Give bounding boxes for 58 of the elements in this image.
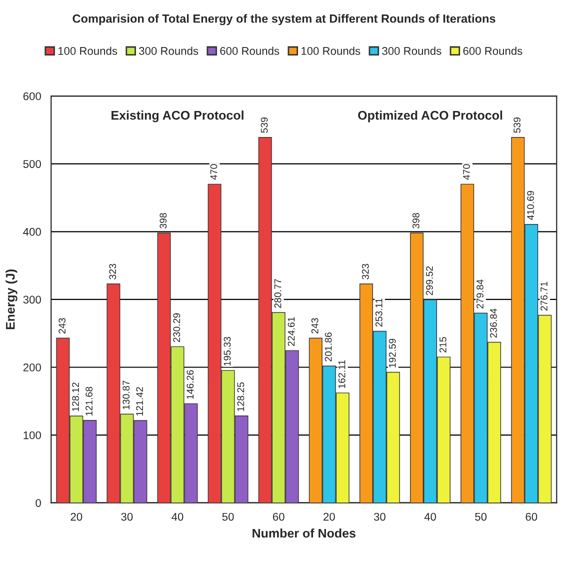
x-tick-label: 40 [424,512,436,521]
data-label: 121.68 [86,386,92,416]
y-tick-label: 300 [23,296,41,304]
x-tick-label: 30 [374,512,386,521]
legend-label: 100 Rounds [302,46,360,55]
data-label: 128.12 [72,382,80,412]
data-label: 323 [109,264,116,280]
data-label: 243 [58,318,66,334]
x-tick-label: 60 [526,512,538,521]
data-label: 539 [260,117,268,133]
y-tick-label: 200 [23,364,41,372]
legend-label: 600 Rounds [220,46,280,55]
data-label: 410.69 [527,190,534,220]
data-label: 195.33 [224,336,231,366]
y-tick-label: 400 [23,228,41,236]
x-tick-label: 30 [121,512,133,521]
data-label: 130.87 [122,380,130,410]
chart-title: Comparision of Total Energy of the system at Different Rounds of Iterations [72,14,496,26]
data-label: 279.84 [476,280,484,308]
y-tick-label: 0 [36,499,41,507]
data-label: 128.25 [237,382,244,411]
legend-label: 100 Rounds [58,46,118,55]
data-label: 236.84 [490,308,497,338]
data-label: 470 [463,164,470,180]
annotation: Existing ACO Protocol [112,110,244,122]
y-axis-title: Energy (J) [6,270,18,330]
data-label: 539 [514,117,520,133]
data-label: 215 [439,337,446,352]
data-label: 398 [160,213,167,228]
data-label: 243 [311,318,318,334]
x-tick-label: 60 [272,512,284,521]
annotation: Optimized ACO Protocol [358,110,502,122]
x-tick-label: 50 [222,512,234,521]
data-label: 224.61 [288,317,295,346]
y-tick-label: 600 [23,92,41,100]
x-tick-label: 20 [324,512,335,521]
legend-label: 300 Rounds [139,46,198,55]
y-tick-label: 500 [23,160,41,168]
data-label: 398 [412,213,420,228]
legend-label: 600 Rounds [463,46,522,55]
x-tick-label: 50 [475,512,487,521]
data-label: 230.29 [173,313,180,342]
data-label: 253.11 [375,298,382,327]
y-tick-label: 100 [24,431,41,440]
data-label: 201.86 [324,332,332,362]
x-tick-label: 20 [70,512,82,521]
x-tick-label: 40 [172,512,184,521]
x-axis-title: Number of Nodes [252,528,356,538]
data-label: 192.59 [388,338,396,368]
data-label: 299.52 [426,266,433,296]
data-label: 276.71 [540,282,548,311]
data-label: 146.26 [186,370,194,399]
data-label: 323 [362,264,369,280]
data-label: 470 [210,164,218,180]
data-label: 280.77 [274,279,282,308]
data-label: 162.11 [338,360,346,388]
legend-label: 300 Rounds [382,46,442,55]
data-label: 121.42 [136,387,143,416]
